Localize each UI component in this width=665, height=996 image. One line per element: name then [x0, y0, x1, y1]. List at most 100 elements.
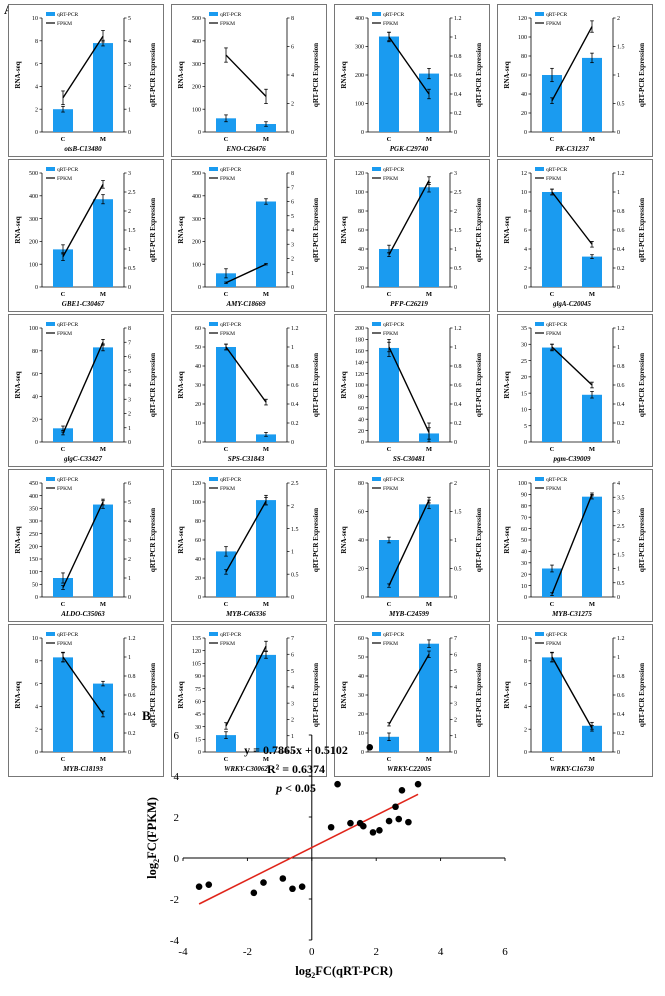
y2-tick-label: 7 — [291, 185, 294, 191]
gene-name: WRKY-C22005 — [387, 765, 431, 773]
y-tick-label: 450 — [29, 481, 38, 487]
y-tick-label: 20 — [358, 266, 364, 272]
y2-tick-label: 5 — [128, 16, 131, 22]
legend-bar-label: qRT-PCR — [546, 322, 568, 328]
y-tick-label: 100 — [192, 107, 201, 113]
y2-tick-label: 0.5 — [128, 266, 136, 272]
legend-bar-swatch — [46, 477, 55, 481]
legend-line-label: FPKM — [220, 331, 235, 337]
y-tick-label: 2 — [524, 266, 527, 272]
bar-M — [582, 394, 602, 442]
fpkm-line — [551, 656, 593, 729]
y2-tick-label: 7 — [454, 636, 457, 642]
y-tick-label: 40 — [358, 538, 364, 544]
y-tick-label: 120 — [192, 481, 201, 487]
y2-tick-label: 0.4 — [617, 402, 625, 408]
scatter-y-tick-label: 2 — [174, 812, 180, 824]
scatter-y-tick-label: -4 — [170, 935, 180, 947]
scatter-y-label: log2FC(FPKM) — [145, 797, 161, 879]
y-tick-label: 5 — [524, 424, 527, 430]
y-tick-label: 500 — [192, 171, 201, 177]
y-tick-label: 500 — [29, 171, 38, 177]
y-tick-label: 100 — [355, 383, 364, 389]
y-tick-label: 4 — [524, 705, 527, 711]
y2-tick-label: 0 — [617, 750, 620, 756]
gene-name: ENO-C26476 — [225, 145, 266, 153]
left-axis-title: RNA-seq — [14, 216, 22, 243]
y-tick-label: 40 — [358, 674, 364, 680]
x-tick-label: C — [387, 446, 392, 453]
left-axis-title: RNA-seq — [177, 526, 185, 553]
y-tick-label: 350 — [29, 507, 38, 513]
x-tick-label: C — [61, 136, 66, 143]
y-tick-label: 10 — [32, 636, 38, 642]
scatter-x-tick-label: 2 — [373, 946, 379, 958]
y-tick-label: 60 — [358, 636, 364, 642]
y2-tick-label: 0 — [291, 130, 294, 136]
y2-tick-label: 2 — [617, 538, 620, 544]
y-tick-label: 20 — [195, 402, 201, 408]
y2-tick-label: 4 — [454, 685, 457, 691]
y-tick-label: 120 — [518, 16, 527, 22]
y2-tick-label: 0.8 — [617, 364, 625, 370]
x-tick-label: M — [263, 291, 269, 298]
y2-tick-label: 6 — [454, 652, 457, 658]
y-tick-label: 100 — [518, 481, 527, 487]
y-tick-label: 120 — [355, 171, 364, 177]
y2-tick-label: 4 — [291, 685, 294, 691]
y2-tick-label: 1 — [454, 345, 457, 351]
y2-tick-label: 1 — [128, 655, 131, 661]
right-axis-title: qRT-PCR Expression — [475, 663, 483, 727]
y-tick-label: 75 — [195, 687, 201, 693]
y-tick-label: 0 — [361, 130, 364, 136]
y2-tick-label: 0.8 — [128, 674, 136, 680]
y-tick-label: 160 — [355, 349, 364, 355]
legend-bar-swatch — [209, 632, 218, 636]
y-tick-label: 100 — [355, 190, 364, 196]
scatter-x-label-main: log — [295, 964, 312, 978]
scatter-x-tick-label: 0 — [309, 946, 315, 958]
x-tick-label: C — [387, 756, 392, 763]
y-tick-label: 500 — [192, 16, 201, 22]
y2-tick-label: 6 — [128, 481, 131, 487]
legend-bar-label: qRT-PCR — [220, 632, 242, 638]
x-tick-label: C — [550, 446, 555, 453]
legend-bar-swatch — [535, 167, 544, 171]
bar-M — [256, 124, 276, 132]
legend-bar-label: qRT-PCR — [57, 322, 79, 328]
y-tick-label: 15 — [521, 391, 527, 397]
y-tick-label: 0 — [35, 130, 38, 136]
y2-tick-label: 2 — [128, 557, 131, 563]
y2-tick-label: 0 — [454, 595, 457, 601]
chart-panel-border — [8, 314, 164, 467]
y2-tick-label: 4 — [291, 228, 294, 234]
y-tick-label: 135 — [192, 636, 201, 642]
x-tick-label: M — [426, 756, 432, 763]
legend-bar-label: qRT-PCR — [383, 322, 405, 328]
y2-tick-label: 1.5 — [454, 510, 462, 516]
y-tick-label: 30 — [195, 383, 201, 389]
bar-M — [93, 683, 113, 752]
bar-M — [582, 725, 602, 752]
bar-C — [379, 540, 399, 597]
scatter-point — [195, 883, 203, 890]
y-tick-label: 100 — [192, 500, 201, 506]
y-tick-label: 50 — [521, 538, 527, 544]
bar-M — [256, 654, 276, 752]
y-tick-label: 0 — [198, 440, 201, 446]
y2-tick-label: 1.5 — [454, 228, 462, 234]
y2-tick-label: 2 — [128, 412, 131, 418]
gene-name: WRKY-C16730 — [550, 765, 594, 773]
x-tick-label: M — [263, 756, 269, 763]
regression-equation: y = 0.7865x + 0.5102 — [244, 743, 348, 757]
bar-M — [582, 57, 602, 132]
gene-name: MYB-C31275 — [551, 610, 592, 618]
x-tick-label: C — [387, 291, 392, 298]
y-tick-label: 60 — [195, 538, 201, 544]
right-axis-title: qRT-PCR Expression — [638, 508, 646, 572]
y-tick-label: 100 — [518, 35, 527, 41]
y2-tick-label: 3 — [291, 701, 294, 707]
